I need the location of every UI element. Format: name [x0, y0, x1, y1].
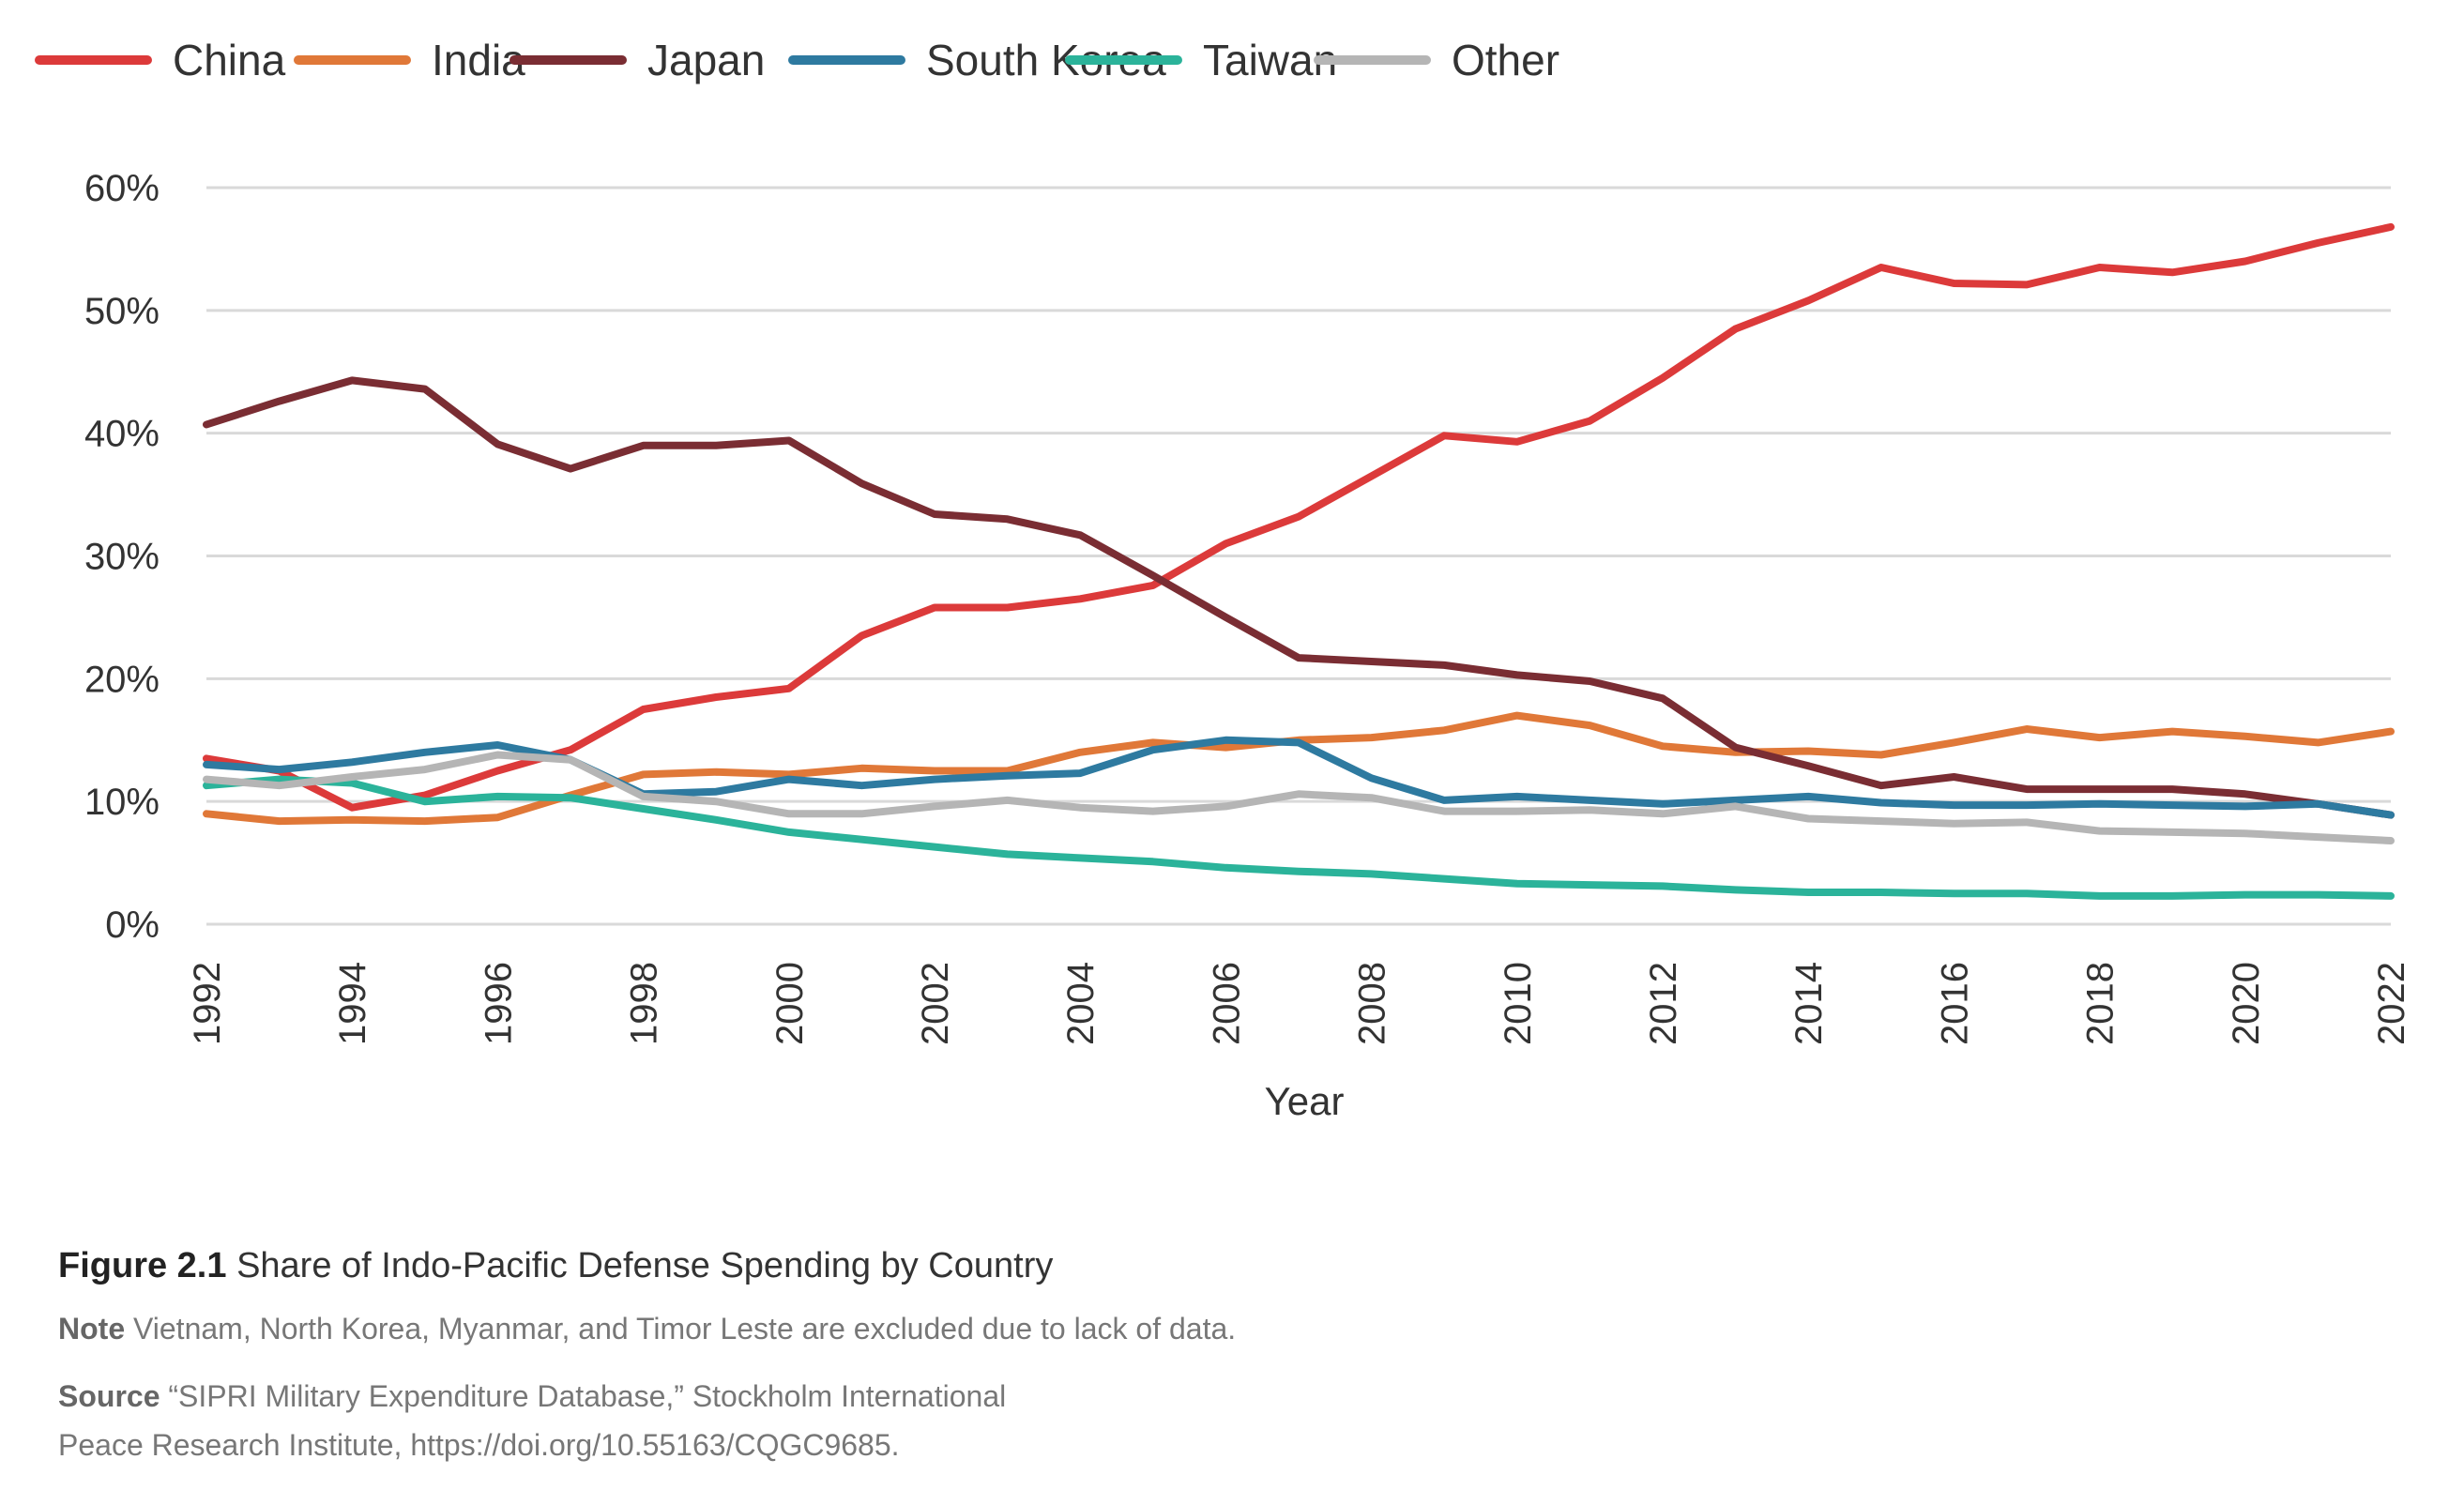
x-tick-label: 2002 [915, 962, 956, 1045]
series-line-china [203, 222, 2395, 812]
x-tick-label: 2020 [2226, 962, 2267, 1045]
gridlines [206, 186, 2391, 926]
series-lines [203, 222, 2395, 900]
x-tick-label: 1998 [624, 962, 665, 1045]
source-label: Source [58, 1379, 160, 1413]
note-label: Note [58, 1312, 126, 1346]
y-tick-label: 60% [84, 168, 160, 209]
x-tick-label: 1996 [478, 962, 519, 1045]
figure-caption-title: Figure 2.1 Share of Indo-Pacific Defense… [58, 1246, 1053, 1286]
x-axis-title: Year [1265, 1079, 1345, 1123]
x-tick-label: 2022 [2371, 962, 2412, 1045]
legend-label: Other [1452, 36, 1559, 84]
x-tick-label: 1994 [332, 962, 373, 1045]
x-axis-ticks: 1992 1994 1996 1998 2000 2002 2004 2006 2008 2010… [187, 962, 2412, 1045]
legend-label: Japan [647, 36, 765, 84]
figure-source: Source “SIPRI Military Expenditure Datab… [58, 1372, 1090, 1469]
x-tick-label: 2010 [1498, 962, 1539, 1045]
line-chart: China India Japan South Korea Taiwan Other 0%… [35, 36, 2412, 1123]
figure-note: Note Vietnam, North Korea, Myanmar, and … [58, 1312, 1236, 1346]
y-tick-label: 10% [84, 782, 160, 823]
x-tick-label: 2000 [769, 962, 811, 1045]
y-tick-label: 0% [105, 905, 160, 946]
y-tick-label: 40% [84, 414, 160, 455]
x-tick-label: 2014 [1788, 962, 1830, 1045]
x-tick-label: 2018 [2080, 962, 2122, 1045]
x-tick-label: 2008 [1352, 962, 1393, 1045]
x-tick-label: 2006 [1206, 962, 1247, 1045]
series-line-taiwan [203, 775, 2395, 900]
x-tick-label: 2012 [1643, 962, 1684, 1045]
figure-title: Share of Indo-Pacific Defense Spending b… [236, 1246, 1054, 1285]
y-axis-ticks: 0% 10% 20% 30% 40% 50% 60% [84, 168, 160, 946]
note-text: Vietnam, North Korea, Myanmar, and Timor… [133, 1312, 1237, 1346]
x-tick-label: 2016 [1934, 962, 1975, 1045]
source-text: “SIPRI Military Expenditure Database,” S… [58, 1379, 1007, 1462]
x-tick-label: 1992 [187, 962, 228, 1045]
y-tick-label: 20% [84, 659, 160, 700]
x-tick-label: 2004 [1060, 962, 1102, 1045]
figure-label: Figure 2.1 [58, 1246, 227, 1285]
y-tick-label: 50% [84, 291, 160, 332]
y-tick-label: 30% [84, 537, 160, 578]
series-line-japan [203, 376, 2395, 819]
legend: China India Japan South Korea Taiwan Other [35, 36, 1559, 84]
series-line-other [203, 751, 2395, 844]
legend-label: China [173, 36, 286, 84]
